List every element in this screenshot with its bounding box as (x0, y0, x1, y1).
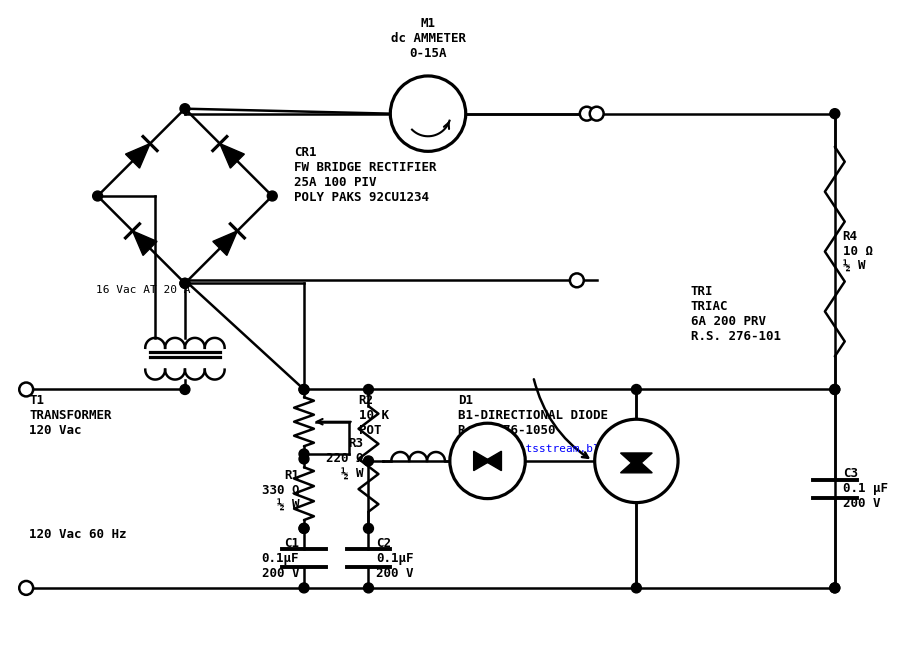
Text: D1
B1-DIRECTIONAL DIODE
R.S. 276-1050: D1 B1-DIRECTIONAL DIODE R.S. 276-1050 (458, 395, 608, 437)
Polygon shape (621, 459, 652, 473)
Circle shape (364, 523, 374, 534)
Circle shape (830, 384, 840, 395)
Circle shape (19, 382, 33, 397)
Circle shape (364, 384, 374, 395)
Text: 16 Vac AT 20 A: 16 Vac AT 20 A (96, 286, 190, 295)
Circle shape (299, 449, 309, 459)
Circle shape (268, 191, 277, 201)
Circle shape (180, 278, 189, 288)
Circle shape (830, 583, 840, 593)
Circle shape (180, 278, 189, 288)
Polygon shape (213, 231, 237, 255)
Text: R1
330 Ω
½ W: R1 330 Ω ½ W (261, 469, 299, 512)
Circle shape (450, 423, 525, 499)
Circle shape (299, 523, 309, 534)
Polygon shape (485, 451, 501, 471)
Circle shape (299, 523, 309, 534)
Text: 120 Vac 60 Hz: 120 Vac 60 Hz (29, 528, 127, 541)
Circle shape (364, 583, 374, 593)
Text: C3
0.1 μF
200 V: C3 0.1 μF 200 V (842, 467, 888, 510)
Circle shape (299, 454, 309, 464)
Text: T1
TRANSFORMER
120 Vac: T1 TRANSFORMER 120 Vac (29, 395, 111, 437)
Text: CR1
FW BRIDGE RECTIFIER
25A 100 PIV
POLY PAKS 92CU1234: CR1 FW BRIDGE RECTIFIER 25A 100 PIV POLY… (294, 147, 436, 204)
Circle shape (92, 191, 102, 201)
Circle shape (299, 384, 309, 395)
Text: TRI
TRIAC
6A 200 PRV
R.S. 276-101: TRI TRIAC 6A 200 PRV R.S. 276-101 (691, 286, 781, 343)
Text: M1
dc AMMETER
0-15A: M1 dc AMMETER 0-15A (391, 17, 465, 61)
Text: R3
220 Ω
½ W: R3 220 Ω ½ W (326, 437, 364, 481)
Text: www.circuitsstream.blogspot.com: www.circuitsstream.blogspot.com (458, 444, 667, 454)
Circle shape (570, 273, 584, 287)
Polygon shape (126, 143, 150, 168)
Circle shape (19, 581, 33, 595)
Circle shape (830, 384, 840, 395)
Polygon shape (133, 231, 157, 255)
Circle shape (299, 583, 309, 593)
Circle shape (180, 384, 189, 395)
Polygon shape (473, 451, 490, 471)
Circle shape (830, 583, 840, 593)
Circle shape (299, 384, 309, 395)
Circle shape (391, 76, 466, 151)
Circle shape (180, 104, 189, 114)
Circle shape (631, 583, 641, 593)
Text: C1
0.1μF
200 V: C1 0.1μF 200 V (261, 537, 299, 579)
Text: R4
10 Ω
½ W: R4 10 Ω ½ W (842, 230, 873, 273)
Circle shape (580, 107, 594, 121)
Circle shape (631, 384, 641, 395)
Text: C2
0.1μF
200 V: C2 0.1μF 200 V (376, 537, 414, 579)
Circle shape (590, 107, 603, 121)
Text: R2
10 K
POT: R2 10 K POT (358, 395, 389, 437)
Polygon shape (621, 453, 652, 467)
Polygon shape (220, 143, 244, 168)
Circle shape (364, 456, 374, 466)
Circle shape (594, 419, 678, 503)
Circle shape (830, 109, 840, 119)
